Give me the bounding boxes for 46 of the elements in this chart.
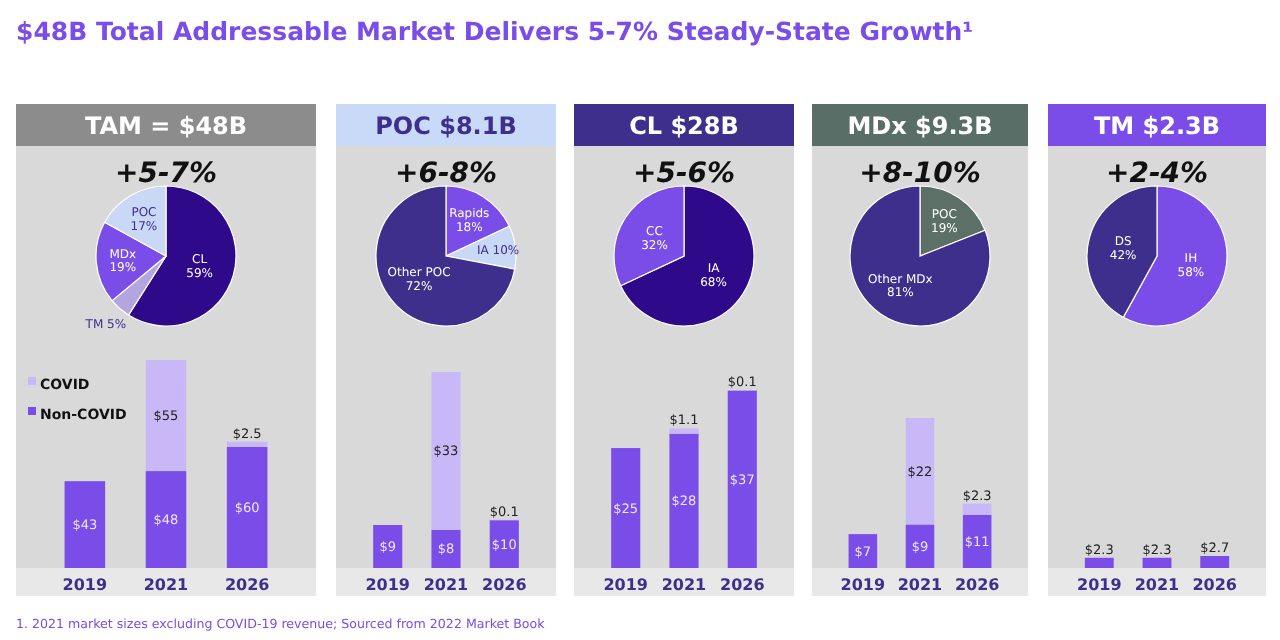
x-tick-label: 2026 [720, 576, 766, 594]
x-tick-label: 2026 [954, 576, 1001, 594]
x-tick-label: 2021 [1134, 576, 1181, 594]
chart-subtitle: +5-6% [632, 158, 736, 190]
chart-subtitle: +2-4% [1105, 158, 1209, 190]
bar [226, 441, 268, 447]
x-tick-label: 2021 [143, 576, 190, 594]
bar [489, 520, 519, 568]
pie-slice [375, 185, 516, 327]
text: $48B Total Addressable Market Delivers 5-7% Steady-State Growth¹ [16, 16, 974, 46]
pie-slice [620, 185, 755, 327]
x-tick-label: 2019 [840, 576, 886, 594]
bar [727, 390, 757, 568]
bar [431, 529, 461, 568]
bar [905, 418, 935, 525]
x-tick-label: 2026 [482, 576, 528, 594]
bar [373, 524, 403, 568]
x-tick-label: 2026 [224, 576, 271, 594]
chart-subtitle: +5-7% [114, 158, 218, 190]
x-tick-label: 2019 [603, 576, 649, 594]
x-tick-label: 2019 [1077, 576, 1123, 594]
x-tick-label: 2019 [365, 576, 411, 594]
bar [145, 360, 187, 472]
bar [611, 448, 641, 568]
chart-title: TAM = $48B [84, 112, 248, 140]
x-tick-label: 2026 [1192, 576, 1238, 594]
chart-subtitle: +6-8% [394, 158, 498, 190]
chart-title: CL $28B [629, 112, 739, 140]
bar [64, 481, 106, 568]
bar [905, 524, 935, 568]
chart-subtitle: +8-10% [859, 158, 981, 190]
chart-title: MDx $9.3B [847, 112, 993, 140]
chart-title: POC $8.1B [375, 112, 517, 140]
chart-title: TM $2.3B [1093, 112, 1221, 140]
x-tick-label: 2021 [661, 576, 708, 594]
bar [669, 433, 699, 568]
bar [962, 503, 992, 515]
bar [431, 372, 461, 530]
x-tick-label: 2021 [897, 576, 944, 594]
bar [669, 428, 699, 434]
bar [848, 534, 878, 568]
bar [145, 471, 187, 568]
x-tick-label: 2021 [423, 576, 470, 594]
bar [226, 446, 268, 568]
x-tick-label: 2019 [62, 576, 108, 594]
pie-slice [849, 185, 991, 327]
